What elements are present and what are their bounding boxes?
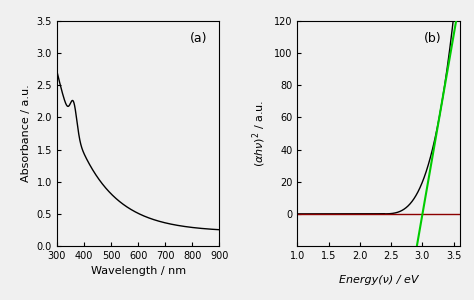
Y-axis label: Absorbance / a.u.: Absorbance / a.u.	[21, 85, 31, 182]
X-axis label: Wavelength / nm: Wavelength / nm	[91, 266, 186, 276]
Text: Energy(ν) / eV: Energy(ν) / eV	[339, 275, 418, 285]
Y-axis label: $(\alpha h\nu)^2$ / a.u.: $(\alpha h\nu)^2$ / a.u.	[251, 100, 268, 167]
Text: (a): (a)	[190, 32, 208, 45]
Text: (b): (b)	[424, 32, 442, 45]
